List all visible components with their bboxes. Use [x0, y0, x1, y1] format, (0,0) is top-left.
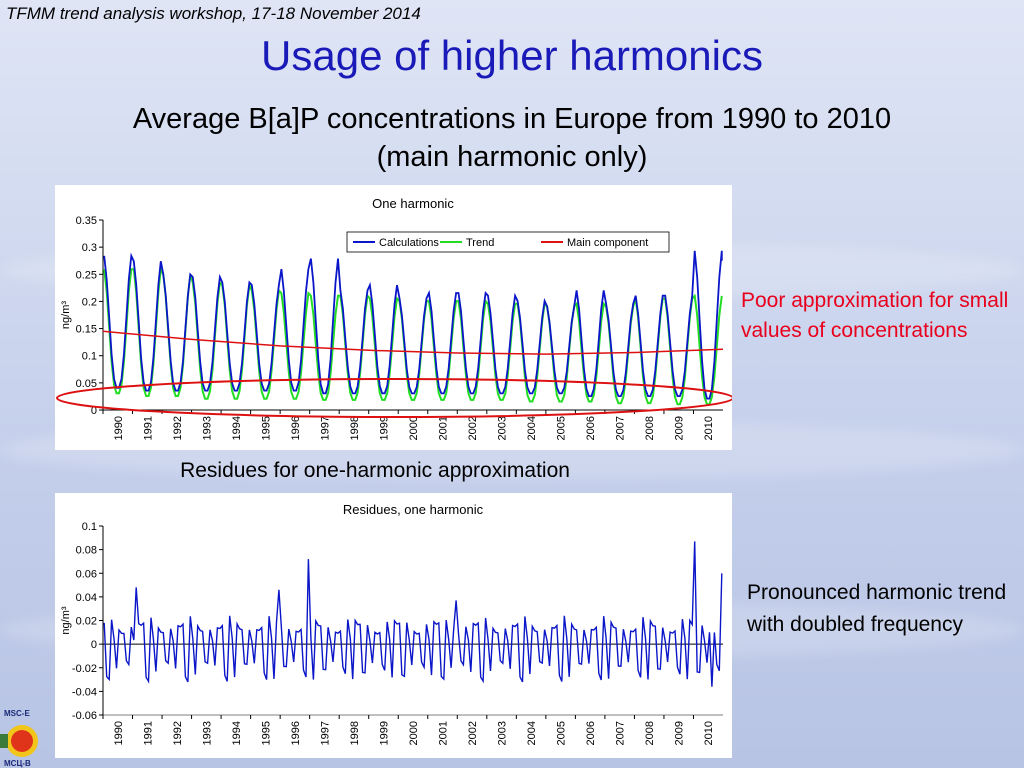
y-tick-label: 0 — [91, 639, 97, 651]
x-tick-label: 1996 — [290, 721, 302, 745]
x-tick-label: 1999 — [378, 721, 390, 745]
x-tick-label: 2003 — [497, 721, 509, 745]
x-tick-label: 2000 — [408, 721, 420, 745]
chart-title: Residues, one harmonic — [343, 502, 484, 517]
one-harmonic-chart-panel: One harmonic 0 0.05 0.1 0.15 0.2 0.25 0.3 0.35 19… — [55, 185, 734, 450]
legend-entry: Main component — [567, 237, 648, 249]
x-tick-label: 1998 — [349, 721, 361, 745]
logo-bottom-text: МСЦ-В — [4, 759, 31, 768]
x-tick-label: 2007 — [615, 416, 627, 440]
x-tick-label: 2002 — [467, 416, 479, 440]
y-tick-label: 0.2 — [82, 296, 97, 308]
logo-top-text: MSC-E — [4, 709, 30, 718]
residues-caption: Residues for one-harmonic approximation — [180, 459, 570, 482]
y-tick-label: 0.02 — [76, 616, 97, 628]
x-tick-label: 2008 — [644, 416, 656, 440]
x-tick-label: 1994 — [231, 721, 243, 745]
y-tick-label: -0.04 — [72, 686, 97, 698]
x-tick-label: 2000 — [408, 416, 420, 440]
y-tick-label: 0.1 — [82, 351, 97, 363]
x-tick-label: 2001 — [438, 721, 450, 745]
y-tick-label: 0.06 — [76, 568, 97, 580]
header-note: TFMM trend analysis workshop, 17-18 Nove… — [6, 4, 421, 23]
slide-subtitle: Average B[a]P concentrations in Europe f… — [20, 100, 1004, 176]
x-tick-label: 1995 — [260, 721, 272, 745]
y-tick-label: -0.02 — [72, 663, 97, 675]
x-tick-label: 2001 — [438, 416, 450, 440]
x-tick-label: 2002 — [467, 721, 479, 745]
y-tick-label: 0.15 — [76, 324, 97, 336]
y-tick-label: 0.35 — [76, 215, 97, 227]
x-tick-label: 2003 — [497, 416, 509, 440]
x-tick-label: 1998 — [349, 416, 361, 440]
x-tick-label: 1993 — [201, 416, 213, 440]
x-tick-label: 1991 — [142, 721, 154, 745]
y-tick-label: 0.05 — [76, 378, 97, 390]
y-tick-label: 0.04 — [76, 592, 97, 604]
subtitle-line-2: (main harmonic only) — [376, 141, 648, 173]
y-tick-label: 0.1 — [82, 521, 97, 533]
y-tick-label: 0.25 — [76, 269, 97, 281]
x-tick-label: 2010 — [703, 416, 715, 440]
x-tick-label: 2009 — [674, 416, 686, 440]
x-tick-label: 2006 — [585, 416, 597, 440]
x-tick-label: 2008 — [644, 721, 656, 745]
x-tick-label: 1993 — [201, 721, 213, 745]
y-tick-label: 0.08 — [76, 545, 97, 557]
x-tick-label: 1991 — [142, 416, 154, 440]
subtitle-line-1: Average B[a]P concentrations in Europe f… — [132, 103, 892, 135]
x-tick-label: 1996 — [290, 416, 302, 440]
trend-series-line — [103, 265, 723, 406]
residues-chart: Residues, one harmonic -0.06 -0.04 -0.02 0 0.… — [60, 502, 723, 745]
pronounced-trend-note: Pronounced harmonic trend with doubled f… — [747, 581, 1007, 636]
x-tick-label: 1990 — [113, 416, 125, 440]
x-tick-label: 2004 — [526, 416, 538, 440]
x-tick-label: 2007 — [615, 721, 627, 745]
x-tick-label: 2010 — [703, 721, 715, 745]
residues-chart-panel: Residues, one harmonic -0.06 -0.04 -0.02 0 0.… — [55, 493, 732, 758]
x-tick-label: 2005 — [556, 416, 568, 440]
legend-entry: Trend — [466, 237, 494, 249]
x-tick-label: 2009 — [674, 721, 686, 745]
x-tick-label: 1995 — [260, 416, 272, 440]
x-tick-label: 1990 — [113, 721, 125, 745]
x-tick-label: 1997 — [319, 416, 331, 440]
x-tick-label: 1997 — [319, 721, 331, 745]
main-component-series-line — [102, 330, 724, 355]
msc-e-logo: MSC-E МСЦ-В — [0, 709, 38, 768]
x-tick-label: 2005 — [556, 721, 568, 745]
x-tick-label: 2006 — [585, 721, 597, 745]
y-tick-label: 0.3 — [82, 242, 97, 254]
poor-approximation-note: Poor approximation for small values of c… — [741, 289, 1009, 342]
low-values-highlight-ellipse — [56, 378, 734, 418]
y-tick-label: 0 — [91, 405, 97, 417]
chart-legend: Calculations Trend Main component — [346, 231, 670, 253]
chart-title: One harmonic — [372, 196, 454, 211]
calculations-series-line — [103, 250, 723, 400]
y-tick-label: -0.06 — [72, 710, 97, 722]
y-axis-label: ng/m³ — [60, 301, 72, 329]
x-tick-label: 1994 — [231, 416, 243, 440]
legend-entry: Calculations — [379, 237, 439, 249]
residues-series-line — [103, 541, 723, 687]
one-harmonic-chart: One harmonic 0 0.05 0.1 0.15 0.2 0.25 0.3 0.35 19… — [56, 196, 734, 440]
x-tick-label: 1992 — [172, 721, 184, 745]
y-axis-label: ng/m³ — [60, 606, 72, 634]
x-tick-label: 1992 — [172, 416, 184, 440]
x-tick-label: 1999 — [378, 416, 390, 440]
x-tick-label: 2004 — [526, 721, 538, 745]
slide-title: Usage of higher harmonics — [261, 32, 763, 79]
